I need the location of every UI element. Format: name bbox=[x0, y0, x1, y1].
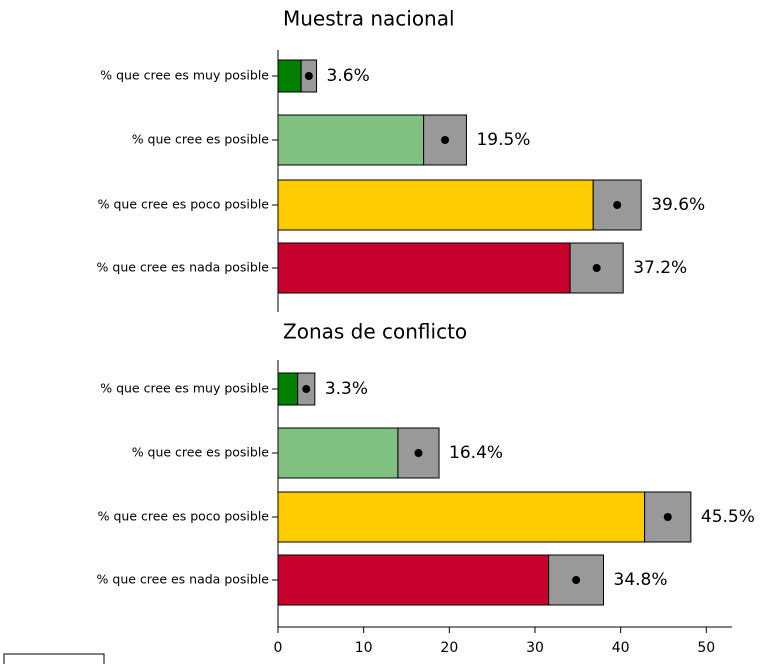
value-label: 39.6% bbox=[651, 195, 705, 215]
bar bbox=[277, 372, 299, 406]
point bbox=[302, 385, 311, 393]
bar bbox=[277, 179, 594, 231]
point bbox=[663, 513, 672, 521]
point bbox=[414, 449, 423, 457]
panel-title: Zonas de conflicto bbox=[283, 320, 467, 344]
y-tick-label: % que cree es muy posible bbox=[100, 68, 269, 83]
value-label: 19.5% bbox=[476, 130, 530, 150]
value-label: 37.2% bbox=[633, 258, 687, 278]
bar bbox=[277, 59, 302, 93]
value-label: 3.3% bbox=[325, 379, 368, 399]
value-label: 34.8% bbox=[614, 570, 668, 590]
x-tick-label: 30 bbox=[526, 640, 544, 656]
legend-box bbox=[3, 653, 105, 664]
y-tick-label: % que cree es nada posible bbox=[97, 260, 270, 275]
point bbox=[572, 576, 581, 584]
value-label: 45.5% bbox=[701, 507, 755, 527]
point bbox=[613, 201, 622, 209]
point bbox=[441, 136, 450, 144]
x-tick-label: 0 bbox=[274, 640, 283, 656]
value-label: 3.6% bbox=[327, 66, 370, 86]
y-tick-label: % que cree es nada posible bbox=[97, 572, 270, 587]
y-tick-label: % que cree es posible bbox=[132, 132, 270, 147]
x-tick-label: 50 bbox=[697, 640, 715, 656]
x-tick-label: 10 bbox=[355, 640, 373, 656]
x-tick-label: 20 bbox=[440, 640, 458, 656]
panel-title: Muestra nacional bbox=[283, 7, 455, 31]
bar bbox=[277, 427, 399, 479]
y-tick-label: % que cree es poco posible bbox=[98, 509, 270, 524]
bar bbox=[277, 242, 571, 294]
bar bbox=[277, 491, 646, 543]
bar bbox=[277, 554, 550, 606]
value-label: 16.4% bbox=[449, 443, 503, 463]
point bbox=[304, 72, 313, 80]
error-bar bbox=[423, 114, 467, 166]
point bbox=[592, 264, 601, 272]
y-tick-label: % que cree es muy posible bbox=[100, 381, 269, 396]
y-tick-label: % que cree es posible bbox=[132, 445, 270, 460]
x-tick-label: 40 bbox=[612, 640, 630, 656]
y-tick-label: % que cree es poco posible bbox=[98, 197, 270, 212]
bar bbox=[277, 114, 425, 166]
